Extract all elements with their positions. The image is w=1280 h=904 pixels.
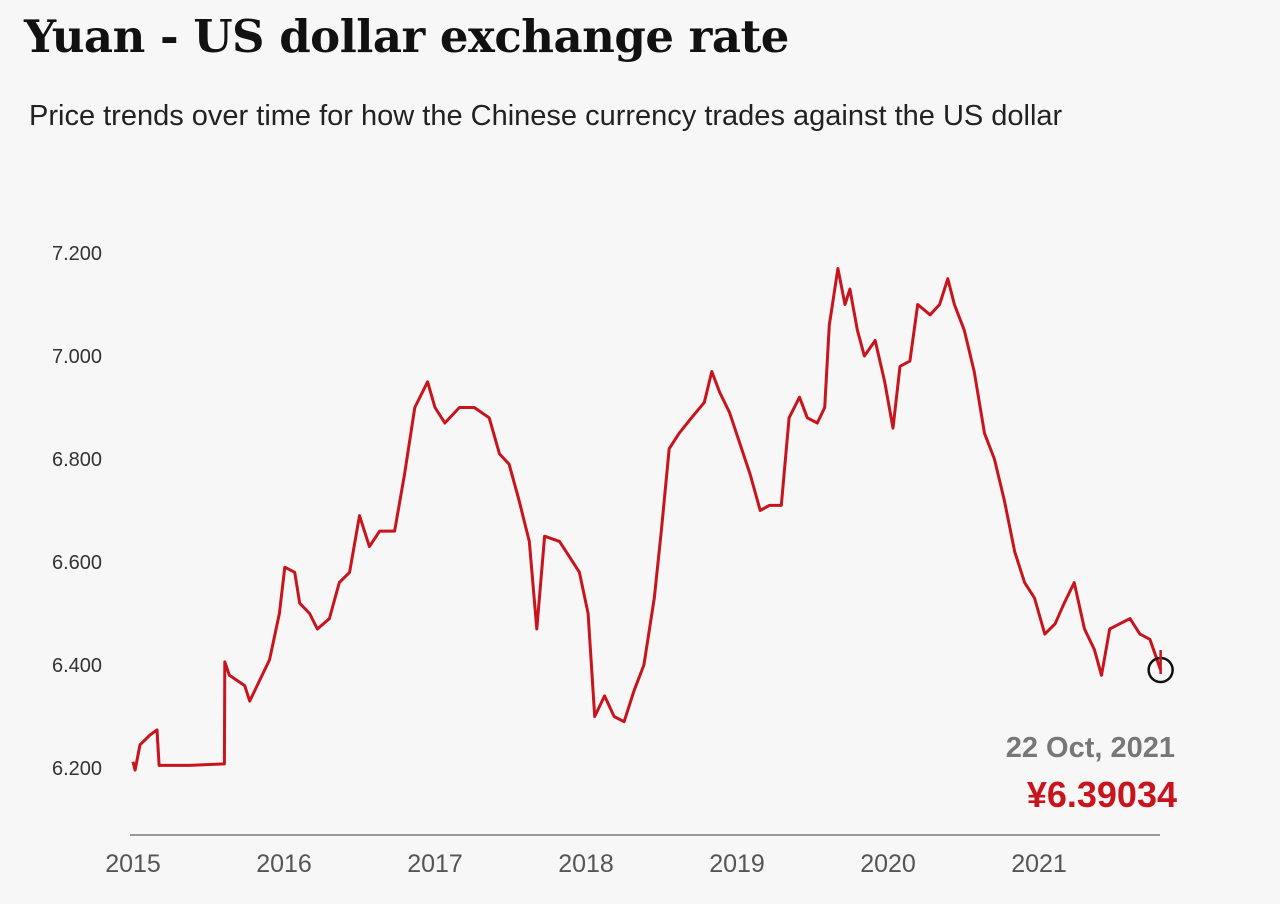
end-marker: [1147, 649, 1174, 684]
annotation-date: 22 Oct, 2021: [1006, 732, 1175, 764]
x-tick-label: 2016: [256, 850, 312, 878]
y-tick-label: 6.400: [52, 655, 102, 677]
x-tick-label: 2017: [407, 850, 463, 878]
y-tick-label: 6.600: [52, 552, 102, 574]
x-tick-label: 2020: [860, 850, 916, 878]
x-tick-label: 2021: [1011, 850, 1067, 878]
chart-title: Yuan - US dollar exchange rate: [24, 10, 789, 63]
x-tick-label: 2015: [105, 850, 161, 878]
series-line: [131, 267, 1163, 772]
y-tick-label: 6.200: [52, 758, 102, 780]
x-tick-label: 2018: [558, 850, 614, 878]
annotation-value: ¥6.39034: [1027, 774, 1177, 815]
chart-subtitle: Price trends over time for how the Chine…: [29, 100, 1063, 132]
y-tick-label: 7.000: [52, 346, 102, 368]
y-tick-label: 7.200: [52, 243, 102, 265]
y-tick-label: 6.800: [52, 449, 102, 471]
x-tick-label: 2019: [709, 850, 765, 878]
